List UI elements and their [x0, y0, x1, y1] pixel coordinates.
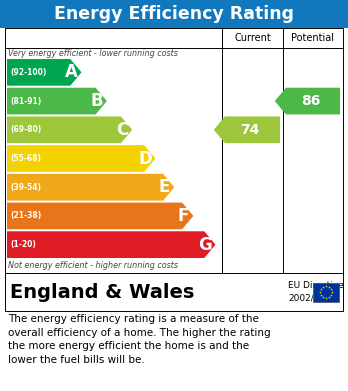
- Text: (69-80): (69-80): [10, 125, 41, 134]
- FancyBboxPatch shape: [313, 283, 339, 301]
- FancyBboxPatch shape: [5, 28, 343, 273]
- Text: Current: Current: [234, 33, 271, 43]
- FancyBboxPatch shape: [5, 273, 343, 311]
- Text: The energy efficiency rating is a measure of the
overall efficiency of a home. T: The energy efficiency rating is a measur…: [8, 314, 271, 365]
- Text: (39-54): (39-54): [10, 183, 41, 192]
- Text: (81-91): (81-91): [10, 97, 41, 106]
- Text: Very energy efficient - lower running costs: Very energy efficient - lower running co…: [8, 49, 178, 58]
- Text: (21-38): (21-38): [10, 212, 41, 221]
- Text: C: C: [116, 121, 128, 139]
- Text: 86: 86: [301, 94, 321, 108]
- Text: Energy Efficiency Rating: Energy Efficiency Rating: [54, 5, 294, 23]
- Polygon shape: [7, 117, 132, 143]
- Text: EU Directive
2002/91/EC: EU Directive 2002/91/EC: [288, 281, 344, 303]
- Text: E: E: [158, 178, 170, 196]
- Polygon shape: [214, 117, 280, 143]
- Polygon shape: [7, 88, 107, 115]
- Text: (1-20): (1-20): [10, 240, 36, 249]
- Text: G: G: [198, 236, 212, 254]
- Text: A: A: [65, 63, 78, 81]
- Polygon shape: [7, 174, 174, 201]
- Text: F: F: [177, 207, 189, 225]
- Text: Potential: Potential: [292, 33, 334, 43]
- Polygon shape: [7, 203, 193, 229]
- Polygon shape: [7, 145, 155, 172]
- Text: (92-100): (92-100): [10, 68, 46, 77]
- Text: Not energy efficient - higher running costs: Not energy efficient - higher running co…: [8, 261, 178, 270]
- FancyBboxPatch shape: [0, 0, 348, 28]
- Text: B: B: [90, 92, 103, 110]
- Text: 74: 74: [240, 123, 260, 137]
- Polygon shape: [275, 88, 340, 115]
- Polygon shape: [7, 59, 81, 86]
- Text: (55-68): (55-68): [10, 154, 41, 163]
- Polygon shape: [7, 231, 215, 258]
- Text: D: D: [138, 149, 152, 167]
- Text: England & Wales: England & Wales: [10, 283, 195, 301]
